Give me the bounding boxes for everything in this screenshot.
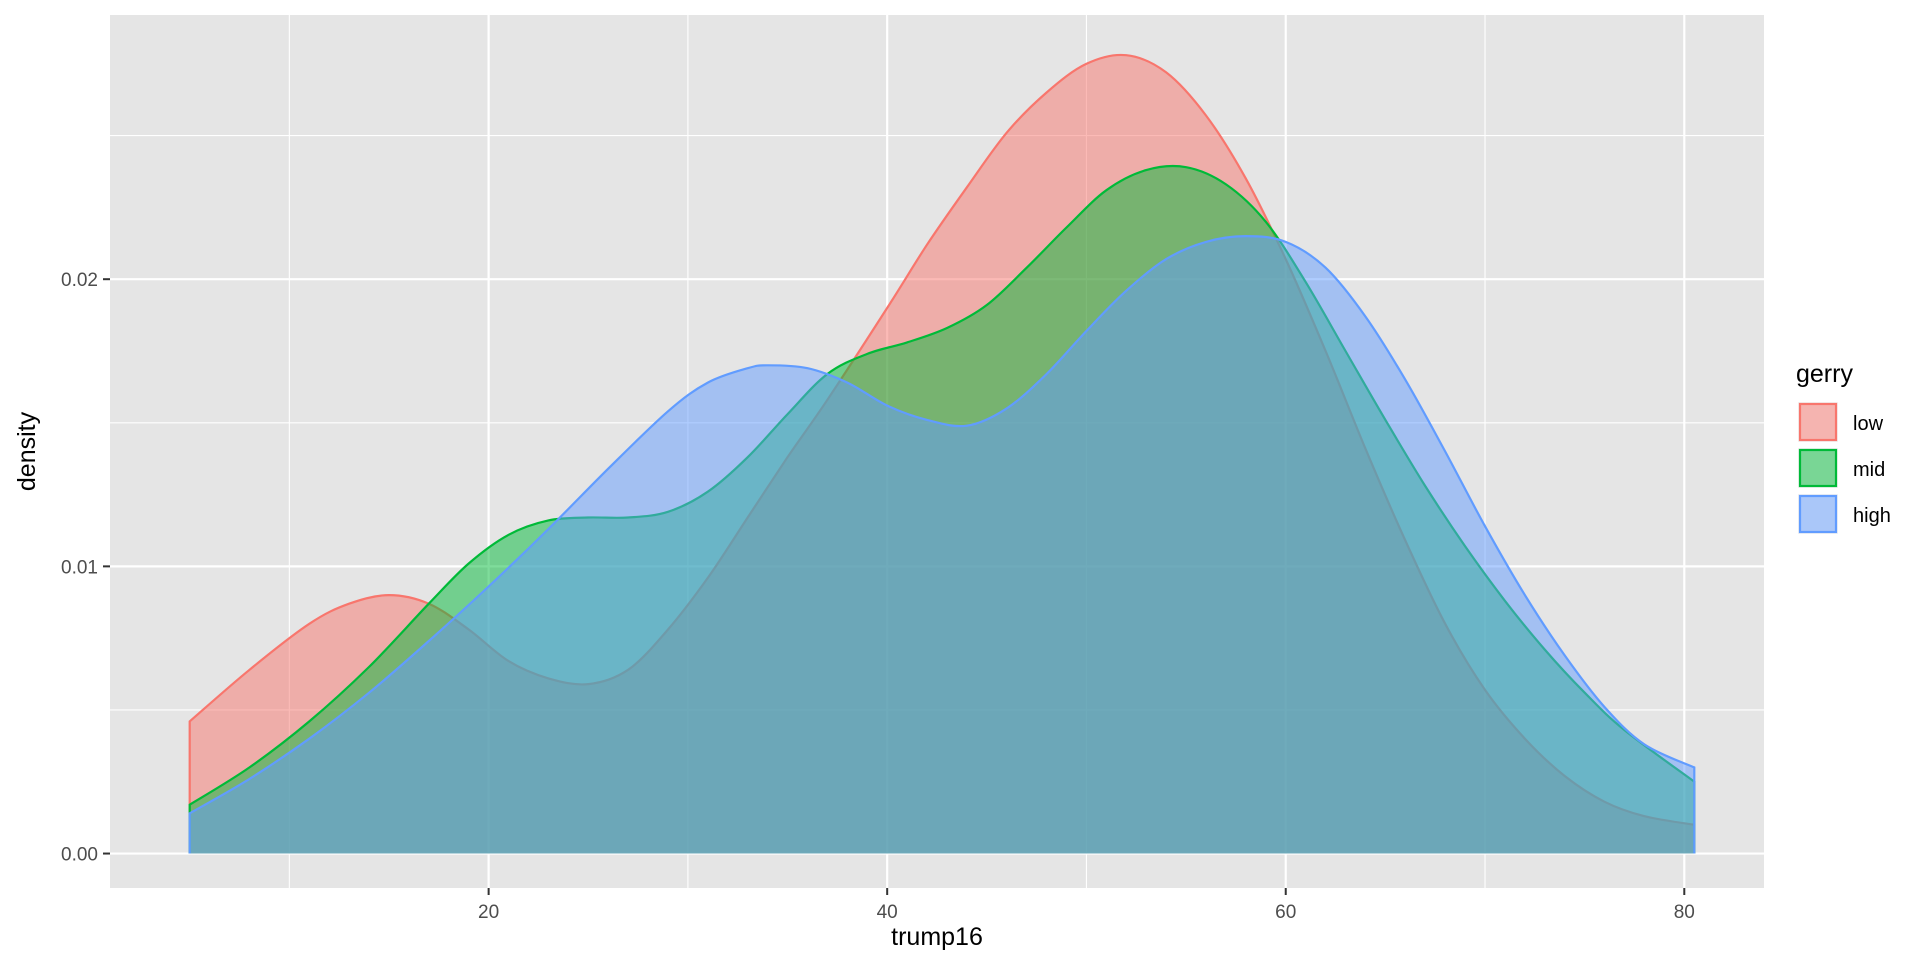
density-areas (188, 53, 1696, 854)
x-axis-title: trump16 (891, 923, 983, 951)
density-area-high (189, 236, 1695, 854)
legend-swatch-high (1798, 494, 1838, 534)
y-tick-label: 0.02 (61, 270, 98, 291)
legend-title: gerry (1796, 360, 1853, 388)
x-tick-label: 40 (877, 902, 898, 923)
legend-swatch-mid (1798, 448, 1838, 488)
x-tick-label: 60 (1275, 902, 1296, 923)
legend-label-low: low (1853, 413, 1884, 435)
y-axis: 0.00 0.01 0.02 (61, 270, 110, 866)
legend-label-mid: mid (1853, 459, 1885, 481)
y-tick-label: 0.01 (61, 557, 98, 578)
legend-label-high: high (1853, 505, 1891, 527)
legend: gerry low mid high (1796, 360, 1891, 534)
y-axis-title: density (13, 411, 41, 491)
x-axis: 20 40 60 80 (478, 888, 1695, 923)
density-line-high (188, 234, 1696, 854)
y-tick-label: 0.00 (61, 845, 98, 866)
legend-swatch-low (1798, 402, 1838, 442)
x-tick-label: 20 (478, 902, 499, 923)
x-tick-label: 80 (1674, 902, 1695, 923)
